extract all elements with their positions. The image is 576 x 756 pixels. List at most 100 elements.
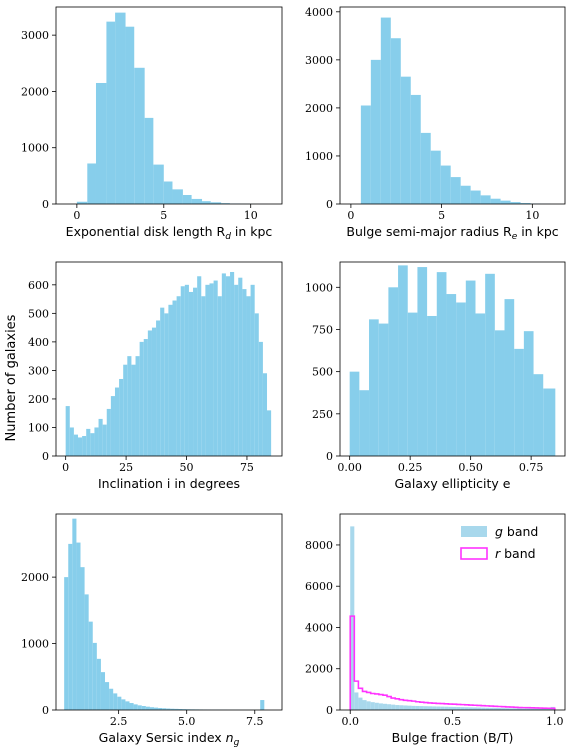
bar-g-band <box>411 705 416 710</box>
bar <box>172 300 177 456</box>
axes-frame <box>339 513 566 711</box>
bar <box>164 313 169 456</box>
bar <box>92 642 97 710</box>
x-tick-label: 0.0 <box>341 715 359 728</box>
bar <box>106 21 116 204</box>
bar-g-band <box>407 705 412 710</box>
bar-g-band <box>505 708 510 710</box>
histogram-panel-6: 0.0 0.5 1.0 0 2000 4000 6000 8000 Bulge fraction… <box>305 513 566 745</box>
bar-g-band <box>509 708 514 710</box>
bar <box>87 163 96 204</box>
bar <box>221 203 230 204</box>
axes-frame <box>339 261 566 457</box>
y-tick-label: 4000 <box>305 6 333 19</box>
bar <box>254 313 259 456</box>
bar-g-band <box>370 702 375 710</box>
x-tick-label: 0.00 <box>337 461 362 474</box>
bar-g-band <box>362 700 367 710</box>
bar <box>184 284 189 456</box>
bar <box>82 436 87 456</box>
bar <box>480 195 491 204</box>
bar <box>174 708 179 710</box>
bar <box>470 190 481 204</box>
bar <box>163 181 173 204</box>
bar <box>131 364 136 456</box>
bar <box>446 294 457 456</box>
bar <box>98 418 103 456</box>
bar-g-band <box>530 708 535 710</box>
histogram-panel-5: 2.5 5.0 7.5 0 1000 2000 Galaxy Sersic index ng <box>21 513 283 748</box>
x-tick-label: 2.5 <box>110 715 128 728</box>
bar-g-band <box>501 708 506 710</box>
bar <box>360 105 371 204</box>
bar-g-band <box>464 707 469 710</box>
bar <box>238 277 243 456</box>
y-tick-label: 600 <box>28 279 49 292</box>
bar-g-band <box>522 708 527 710</box>
bar-g-band <box>350 526 355 710</box>
bar <box>191 198 203 204</box>
bar <box>166 708 171 710</box>
bar <box>105 682 110 710</box>
bar <box>121 699 126 710</box>
axes-frame <box>55 513 283 711</box>
bar-g-band <box>497 708 502 710</box>
bar <box>490 198 501 204</box>
bar <box>143 339 148 456</box>
bar <box>523 331 534 456</box>
bar <box>209 283 214 456</box>
bar <box>109 688 114 710</box>
bar-g-band <box>517 708 523 710</box>
y-tick-label: 0 <box>326 450 333 463</box>
bar <box>500 200 511 204</box>
y-tick-label: 1000 <box>305 150 333 163</box>
bar <box>217 296 222 456</box>
plot-area <box>76 12 269 204</box>
bar-g-band <box>542 708 547 710</box>
bar <box>145 706 150 710</box>
bar <box>398 265 408 456</box>
bar-g-band <box>427 706 433 710</box>
x-tick-label: 1.0 <box>546 715 564 728</box>
axes-frame <box>339 6 566 205</box>
bar <box>349 371 360 456</box>
x-tick-label: 10 <box>525 209 539 222</box>
bar <box>205 284 210 456</box>
bar <box>182 194 192 204</box>
x-axis-label: Bulge fraction (B/T) <box>392 730 514 745</box>
x-tick-label: 0 <box>347 209 354 222</box>
bar-g-band <box>378 703 383 710</box>
bar <box>170 708 175 710</box>
bar <box>213 280 218 456</box>
bar <box>230 271 235 456</box>
bar <box>250 284 255 456</box>
y-tick-label: 400 <box>28 336 49 349</box>
bar <box>141 706 146 710</box>
bar <box>168 304 173 456</box>
x-tick-label: 50 <box>180 461 194 474</box>
y-tick-label: 4000 <box>305 621 333 634</box>
bar <box>147 330 152 456</box>
bar <box>153 164 164 204</box>
bar <box>123 364 128 456</box>
y-tick-label: 200 <box>28 393 49 406</box>
bar-g-band <box>477 707 482 710</box>
bar <box>134 67 145 204</box>
y-tick-label: 0 <box>326 198 333 211</box>
bar-g-band <box>538 708 543 710</box>
bar <box>115 12 126 204</box>
bar <box>149 707 155 710</box>
bar <box>430 150 441 204</box>
bar <box>202 201 211 204</box>
legend-label: g band <box>495 524 538 539</box>
bar-g-band <box>358 697 363 710</box>
bar <box>139 341 144 456</box>
bar <box>460 185 471 204</box>
y-tick-label: 750 <box>312 323 333 336</box>
legend-swatch-g-band <box>461 526 487 537</box>
bar-g-band <box>423 706 428 710</box>
x-tick-label: 75 <box>240 461 254 474</box>
bar <box>260 700 265 710</box>
bar <box>65 406 70 456</box>
bar <box>160 307 165 456</box>
